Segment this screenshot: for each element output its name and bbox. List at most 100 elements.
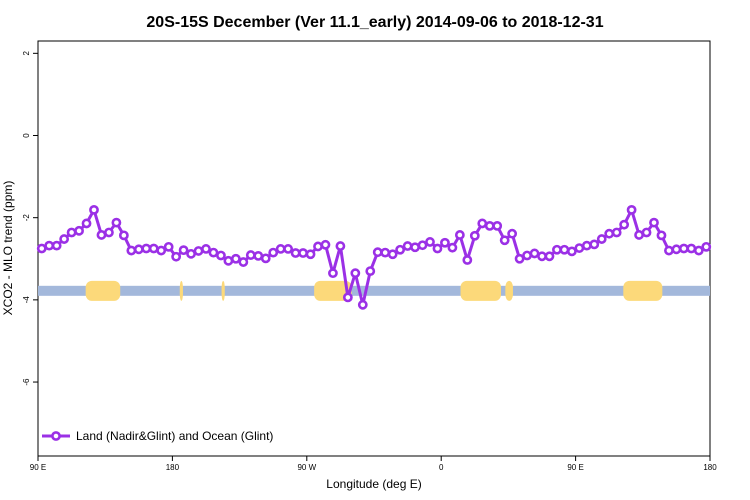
data-point xyxy=(230,253,241,264)
data-point xyxy=(305,249,316,260)
data-point xyxy=(641,227,652,238)
data-point xyxy=(44,240,55,251)
data-point xyxy=(59,234,70,244)
data-point xyxy=(372,247,383,258)
data-point xyxy=(552,244,562,255)
x-axis-label: Longitude (deg E) xyxy=(326,477,421,491)
series-layer xyxy=(36,204,712,310)
ocean-band xyxy=(38,285,710,296)
data-point xyxy=(454,230,465,240)
data-point xyxy=(484,221,495,231)
data-point xyxy=(499,235,510,246)
data-point xyxy=(604,228,615,239)
data-point xyxy=(477,218,488,229)
legend-marker-swatch xyxy=(51,431,61,441)
data-point xyxy=(693,245,704,256)
data-point xyxy=(529,248,540,259)
data-point xyxy=(201,244,211,254)
land-band xyxy=(505,285,513,296)
data-point xyxy=(253,250,264,261)
data-point xyxy=(387,249,398,260)
data-point xyxy=(671,244,682,255)
data-point xyxy=(440,237,450,248)
land-band xyxy=(85,285,121,296)
x-tick-label: 90 W xyxy=(297,463,316,472)
data-point xyxy=(66,227,77,238)
y-tick-label: 2 xyxy=(22,51,31,56)
data-point xyxy=(186,248,196,259)
chart-title: 20S-15S December (Ver 11.1_early) 2014-0… xyxy=(146,14,603,31)
data-point xyxy=(417,240,428,251)
data-point xyxy=(596,234,607,244)
data-point xyxy=(245,250,256,260)
data-point xyxy=(589,239,600,250)
data-point xyxy=(81,218,92,229)
data-point xyxy=(133,244,144,255)
data-point xyxy=(574,243,585,253)
data-point xyxy=(365,266,376,276)
data-point xyxy=(193,246,204,256)
data-point xyxy=(342,292,353,303)
y-tick-label: -6 xyxy=(22,378,31,386)
data-point xyxy=(656,230,667,241)
data-point xyxy=(328,268,338,279)
land-band xyxy=(179,285,183,296)
data-point xyxy=(522,250,532,261)
data-point xyxy=(89,204,99,215)
x-tick-label: 90 E xyxy=(567,463,583,472)
data-point xyxy=(238,257,249,267)
data-point xyxy=(395,244,406,255)
data-point xyxy=(163,241,174,252)
data-point xyxy=(402,241,413,251)
data-point xyxy=(36,243,47,254)
data-point xyxy=(410,242,420,253)
data-point xyxy=(469,230,480,241)
data-point xyxy=(649,217,659,228)
data-point xyxy=(537,251,547,262)
data-point xyxy=(634,230,644,240)
data-point xyxy=(357,299,368,310)
data-point xyxy=(581,240,592,251)
data-point xyxy=(462,255,473,265)
data-point xyxy=(111,217,122,228)
data-point xyxy=(507,228,518,239)
data-point xyxy=(104,227,114,238)
data-point xyxy=(664,245,674,256)
data-point xyxy=(283,244,294,254)
data-point xyxy=(678,243,689,254)
data-point xyxy=(290,248,301,258)
data-point xyxy=(156,245,167,256)
y-tick-label: -4 xyxy=(22,296,31,304)
data-point xyxy=(96,230,107,240)
data-point xyxy=(268,247,279,258)
data-point xyxy=(335,241,346,251)
data-point xyxy=(118,230,129,241)
data-point xyxy=(432,243,443,254)
data-point xyxy=(216,250,226,261)
data-point xyxy=(566,246,577,257)
data-point xyxy=(350,268,361,279)
data-point xyxy=(544,251,555,262)
data-point xyxy=(208,247,219,258)
data-point xyxy=(298,248,308,258)
data-point xyxy=(425,237,435,247)
legend: Land (Nadir&Glint) and Ocean (Glint) xyxy=(42,429,273,443)
data-point xyxy=(320,239,331,250)
data-point xyxy=(492,221,503,231)
y-axis-label: XCO2 - MLO trend (ppm) xyxy=(1,181,15,316)
data-point xyxy=(51,240,62,251)
data-point xyxy=(260,253,271,264)
land-band xyxy=(221,285,225,296)
y-tick-label: -2 xyxy=(22,214,31,222)
y-axis: 2 0 -2 -4 -6 xyxy=(22,51,38,386)
data-point xyxy=(126,245,137,256)
data-point xyxy=(171,251,182,262)
data-point xyxy=(380,247,391,258)
y-tick-label: 0 xyxy=(22,133,31,138)
x-tick-label: 0 xyxy=(439,463,444,472)
data-point xyxy=(626,204,637,215)
data-point xyxy=(619,219,630,230)
data-point xyxy=(178,245,189,256)
